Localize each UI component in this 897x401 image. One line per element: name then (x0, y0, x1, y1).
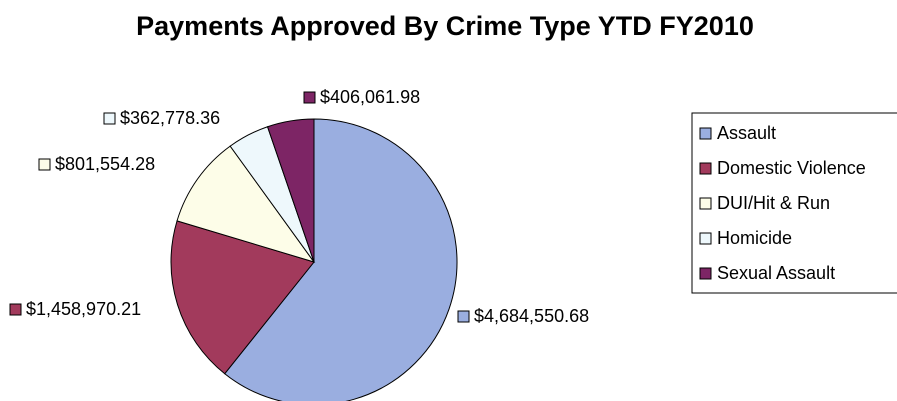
data-label-sexual-assault: $406,061.98 (320, 87, 420, 107)
pie-slice-assault (224, 118, 458, 401)
data-label-swatch-assault (457, 310, 470, 323)
pie-slice-dui-hit-run (176, 145, 316, 263)
legend-label-assault: Assault (717, 123, 776, 143)
data-label-domestic-violence: $1,458,970.21 (26, 299, 141, 319)
data-label-swatch-dui-hit-run (38, 158, 51, 171)
legend-frame (691, 112, 897, 294)
data-label-assault: $4,684,550.68 (474, 306, 589, 326)
data-labels: $4,684,550.68 $1,458,970.21 $801,554.28 $36… (9, 87, 589, 326)
data-label-swatch-homicide (103, 112, 116, 125)
data-label-homicide: $362,778.36 (120, 108, 220, 128)
pie-slice-domestic-violence (170, 220, 315, 375)
pie-slices (170, 118, 458, 401)
legend-swatch-homicide (699, 232, 712, 245)
data-label-swatch-domestic-violence (9, 303, 22, 316)
legend-swatch-domestic-violence (699, 162, 712, 175)
pie-slice-sexual-assault (266, 118, 315, 263)
data-label-dui-hit-run: $801,554.28 (55, 154, 155, 174)
legend-swatch-sexual-assault (699, 267, 712, 280)
chart-title: Payments Approved By Crime Type YTD FY20… (136, 11, 754, 41)
legend-swatch-dui-hit-run (699, 197, 712, 210)
legend-label-homicide: Homicide (717, 228, 792, 248)
data-label-swatch-sexual-assault (303, 91, 316, 104)
legend-label-domestic-violence: Domestic Violence (717, 158, 866, 178)
legend-swatch-assault (699, 127, 712, 140)
legend: Assault Domestic Violence DUI/Hit & Run Hom… (691, 112, 897, 294)
legend-label-sexual-assault: Sexual Assault (717, 263, 835, 283)
legend-label-dui-hit-run: DUI/Hit & Run (717, 193, 830, 213)
